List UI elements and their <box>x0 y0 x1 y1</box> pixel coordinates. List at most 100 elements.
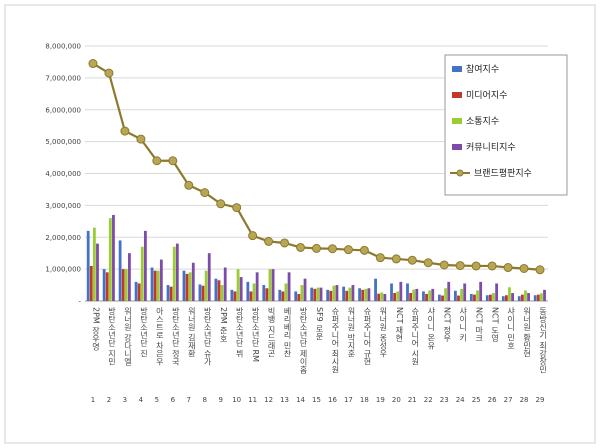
legend-label: 참여지수 <box>466 63 499 75</box>
bar <box>524 290 527 301</box>
bar <box>479 281 483 301</box>
x-index-label: 14 <box>296 396 305 404</box>
bar <box>105 272 109 301</box>
x-index-label: 29 <box>536 396 545 404</box>
bar <box>220 285 224 301</box>
line-point <box>136 134 146 144</box>
x-index-label: 23 <box>440 396 449 404</box>
line-point <box>152 156 162 166</box>
bar <box>169 286 173 301</box>
line-point <box>535 265 545 275</box>
legend-label: 커뮤니티지수 <box>466 142 516 153</box>
bar <box>457 295 460 301</box>
line-point <box>232 203 242 213</box>
bar <box>504 295 508 301</box>
x-tick-label: 슈퍼주니어 규현 <box>363 307 372 366</box>
bar <box>182 270 186 301</box>
bar <box>92 227 96 301</box>
y-tick-label: 8,000,000 <box>45 43 81 51</box>
x-tick-label: 샤이니 민호 <box>506 306 515 350</box>
bar <box>520 294 524 301</box>
line-point <box>343 245 353 255</box>
line-point <box>391 254 401 264</box>
bar <box>517 296 521 301</box>
bar <box>415 288 419 301</box>
bar <box>428 290 432 301</box>
x-tick-label: 아스트로 차은우 <box>155 306 164 367</box>
x-tick-label: 워너원 황민현 <box>522 307 531 358</box>
line-point <box>168 156 178 166</box>
bar <box>271 269 275 301</box>
x-tick-label: 워너원 김재환 <box>187 307 196 358</box>
x-tick-label: NCT 도영 <box>491 307 500 342</box>
legend-swatch <box>452 92 462 98</box>
bar <box>96 243 99 301</box>
line-point <box>296 242 306 252</box>
bar <box>527 293 530 301</box>
line-series <box>88 59 545 275</box>
bar <box>150 267 154 301</box>
x-index-label: 12 <box>264 396 273 404</box>
bar <box>230 289 234 301</box>
bar <box>214 278 218 301</box>
bar <box>300 285 304 301</box>
bar <box>540 293 543 301</box>
x-tick-label: NCT 마크 <box>474 307 483 342</box>
bar <box>444 288 448 301</box>
bar <box>348 287 352 301</box>
bar <box>460 288 463 301</box>
bar <box>358 288 361 301</box>
bar <box>128 253 131 301</box>
bar <box>207 253 211 301</box>
line-point <box>200 188 210 198</box>
x-index-label: 6 <box>171 396 176 404</box>
bar <box>166 285 170 301</box>
x-axis-labels: 2PM 장우영 1 방탄소년단 지민 2 워너원 강다니엘 3 방탄소년단 진 4 아스트로 차… <box>91 306 548 404</box>
bar <box>303 278 307 301</box>
bar <box>246 281 250 301</box>
bar <box>172 246 176 301</box>
y-tick-label: 7,000,000 <box>45 74 81 82</box>
y-tick-label: 6,000,000 <box>45 106 81 114</box>
bar <box>374 278 377 301</box>
bar <box>281 291 285 301</box>
bar <box>495 283 499 301</box>
x-index-label: 20 <box>392 396 401 404</box>
bar <box>361 289 365 301</box>
bar <box>543 289 546 301</box>
bar <box>329 290 333 301</box>
bar <box>278 289 282 301</box>
bar <box>121 269 125 301</box>
bar <box>364 288 368 301</box>
x-tick-label: 방탄소년단 정국 <box>171 306 180 367</box>
line-point <box>423 258 433 268</box>
bar <box>255 272 259 301</box>
bar <box>345 290 349 301</box>
x-index-label: 13 <box>280 396 289 404</box>
bar <box>294 291 298 301</box>
bar <box>185 273 189 301</box>
line-point <box>88 59 98 69</box>
bar <box>191 262 195 301</box>
line-point <box>248 231 258 241</box>
x-tick-label: NCT 정우 <box>443 307 452 343</box>
bar <box>393 293 397 301</box>
bar <box>137 283 141 301</box>
line-point <box>280 238 290 248</box>
legend-swatch <box>452 66 462 72</box>
bar <box>284 283 288 301</box>
line-point <box>312 243 321 253</box>
x-tick-label: 베리베리 민찬 <box>283 307 292 358</box>
x-index-label: 24 <box>456 396 465 404</box>
x-index-label: 1 <box>91 396 95 404</box>
legend-swatch <box>452 118 462 124</box>
bar <box>536 294 540 301</box>
line-point <box>120 126 130 136</box>
y-tick-label: 1,000,000 <box>45 266 81 274</box>
bar <box>118 240 122 301</box>
x-tick-label: 워너원 옹성우 <box>379 307 388 359</box>
bar <box>313 288 317 301</box>
line-point <box>216 199 226 209</box>
